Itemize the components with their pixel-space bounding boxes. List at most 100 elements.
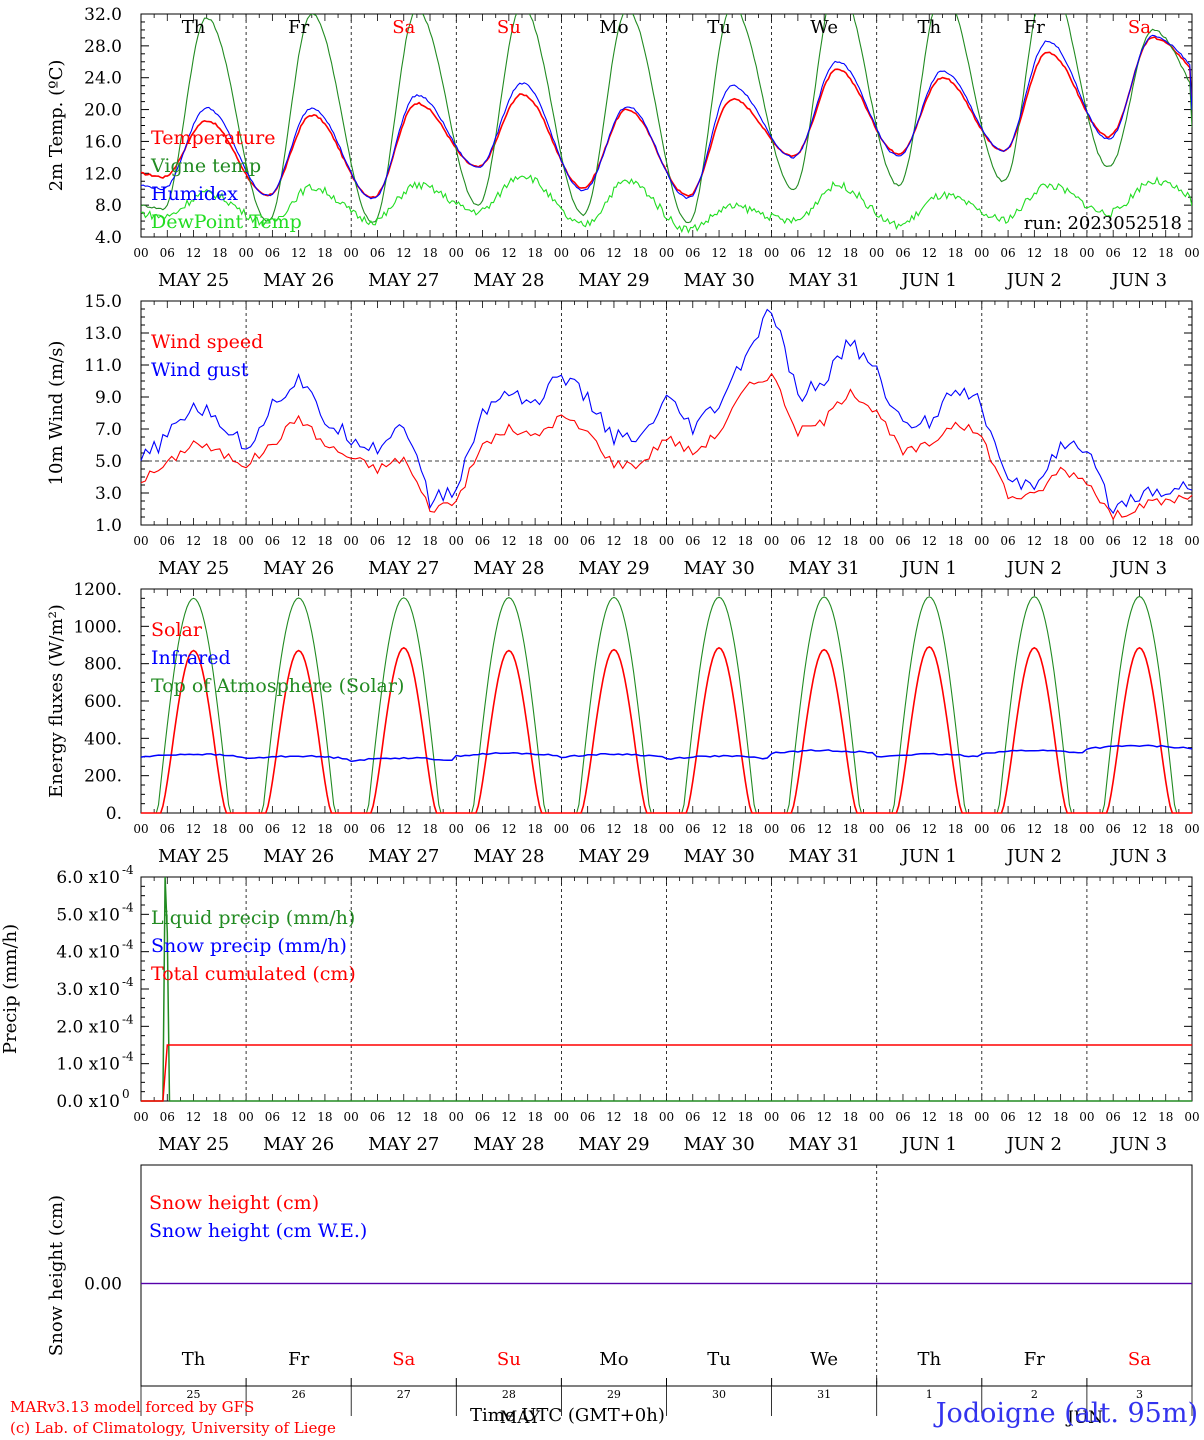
hour-tick-label: 06 — [475, 534, 490, 548]
date-label: JUN 2 — [1005, 270, 1062, 291]
series-vigne-temp — [141, 14, 1192, 224]
date-label: JUN 2 — [1005, 846, 1062, 867]
hour-tick-label: 00 — [238, 246, 253, 260]
hour-tick-label: 18 — [843, 246, 858, 260]
y-tick-label: 7.0 — [95, 420, 122, 440]
hour-tick-label: 18 — [212, 1110, 227, 1124]
hour-tick-label: 18 — [843, 822, 858, 836]
hour-tick-label: 18 — [738, 246, 753, 260]
series-total-cumulated-cm- — [141, 1044, 1192, 1102]
date-label: MAY 28 — [473, 1134, 544, 1155]
y-tick-label: 4.0 x10 — [56, 943, 120, 963]
hour-tick-label: 12 — [186, 1110, 201, 1124]
hour-tick-label: 12 — [501, 246, 516, 260]
hour-tick-label: 12 — [291, 822, 306, 836]
series-wind-speed — [140, 372, 1193, 521]
hour-tick-label: 18 — [633, 1110, 648, 1124]
hour-tick-label: 06 — [1106, 822, 1121, 836]
date-label: MAY 29 — [578, 1134, 649, 1155]
date-label: JUN 3 — [1110, 558, 1167, 579]
hour-tick-label: 06 — [895, 246, 910, 260]
y-tick-label: 16.0 — [84, 132, 122, 152]
date-label: MAY 30 — [683, 558, 754, 579]
y-tick-exponent: -4 — [122, 900, 134, 914]
hour-tick-label: 06 — [370, 822, 385, 836]
hour-tick-label: 12 — [922, 534, 937, 548]
hour-tick-label: 18 — [527, 1110, 542, 1124]
date-label: JUN 3 — [1110, 1134, 1167, 1155]
y-tick-label: 5.0 x10 — [56, 905, 120, 925]
day-number: 26 — [292, 1388, 306, 1401]
hour-tick-label: 06 — [685, 1110, 700, 1124]
hour-tick-label: 06 — [475, 1110, 490, 1124]
date-label: MAY 31 — [789, 1134, 860, 1155]
hour-tick-label: 00 — [659, 534, 674, 548]
day-name: Th — [917, 17, 941, 38]
hour-tick-label: 06 — [685, 822, 700, 836]
hour-tick-label: 06 — [160, 246, 175, 260]
y-tick-exponent: 0 — [122, 1087, 130, 1101]
date-label: MAY 28 — [473, 558, 544, 579]
day-name: Th — [182, 1349, 206, 1370]
y-tick-label: 15.0 — [84, 292, 122, 312]
day-name: Th — [182, 17, 206, 38]
hour-tick-label: 06 — [475, 246, 490, 260]
hour-tick-label: 06 — [1000, 822, 1015, 836]
hour-tick-label: 18 — [1053, 534, 1068, 548]
hour-tick-label: 00 — [764, 1110, 779, 1124]
hour-tick-label: 06 — [580, 246, 595, 260]
hour-tick-label: 18 — [633, 822, 648, 836]
y-tick-label: 1.0 x10 — [56, 1055, 120, 1075]
hour-tick-label: 12 — [396, 1110, 411, 1124]
day-name: We — [810, 17, 838, 38]
hour-tick-label: 00 — [554, 534, 569, 548]
hour-tick-label: 12 — [711, 1110, 726, 1124]
hour-tick-label: 00 — [449, 1110, 464, 1124]
hour-tick-label: 12 — [711, 534, 726, 548]
hour-tick-label: 18 — [738, 1110, 753, 1124]
y-tick-label: 6.0 x10 — [56, 868, 120, 888]
hour-tick-label: 12 — [186, 534, 201, 548]
hour-tick-label: 12 — [1132, 822, 1147, 836]
hour-tick-label: 18 — [317, 1110, 332, 1124]
hour-tick-label: 18 — [1158, 534, 1173, 548]
day-number: 1 — [926, 1388, 933, 1401]
model-credit: MARv3.13 model forced by GFS — [10, 1398, 255, 1416]
hour-tick-label: 18 — [212, 534, 227, 548]
day-name: Sa — [1128, 1349, 1151, 1370]
hour-tick-label: 12 — [291, 534, 306, 548]
hour-tick-label: 12 — [501, 534, 516, 548]
hour-tick-label: 12 — [606, 822, 621, 836]
y-tick-label: 1000. — [73, 617, 122, 637]
hour-tick-label: 06 — [1106, 1110, 1121, 1124]
hour-tick-label: 06 — [790, 246, 805, 260]
hour-tick-label: 12 — [817, 822, 832, 836]
hour-tick-label: 12 — [1132, 246, 1147, 260]
hour-tick-label: 00 — [133, 246, 148, 260]
date-label: JUN 2 — [1005, 558, 1062, 579]
hour-tick-label: 18 — [948, 1110, 963, 1124]
y-tick-label: 1.0 — [95, 516, 122, 536]
hour-tick-label: 00 — [869, 534, 884, 548]
y-tick-label: 4.0 — [95, 228, 122, 248]
y-axis-label: 2m Temp. (ºC) — [46, 60, 67, 192]
hour-tick-label: 12 — [922, 822, 937, 836]
y-axis-label: 10m Wind (m/s) — [46, 341, 67, 486]
day-name: Sa — [392, 1349, 415, 1370]
hour-tick-label: 00 — [659, 246, 674, 260]
legend-entry: Liquid precip (mm/h) — [151, 907, 355, 929]
date-label: MAY 30 — [683, 846, 754, 867]
hour-tick-label: 06 — [1000, 534, 1015, 548]
legend-entry: Infrared — [151, 647, 231, 669]
hour-tick-label: 00 — [238, 1110, 253, 1124]
hour-tick-label: 00 — [1079, 1110, 1094, 1124]
date-label: JUN 1 — [900, 846, 957, 867]
hour-tick-label: 12 — [1132, 534, 1147, 548]
hour-tick-label: 00 — [1184, 822, 1199, 836]
date-label: MAY 28 — [473, 270, 544, 291]
hour-tick-label: 18 — [1053, 1110, 1068, 1124]
hour-tick-label: 00 — [974, 246, 989, 260]
hour-tick-label: 12 — [291, 246, 306, 260]
y-tick-label: 12.0 — [84, 164, 122, 184]
